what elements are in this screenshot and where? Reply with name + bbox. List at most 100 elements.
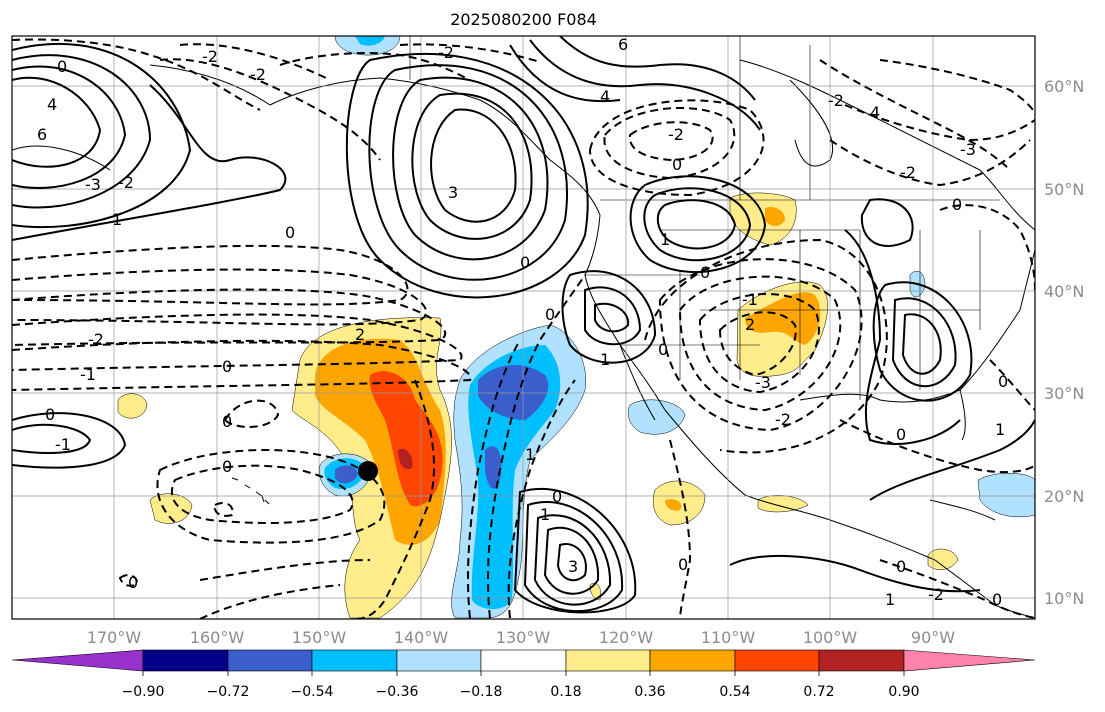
contour-label: 0	[658, 340, 668, 359]
shade-great-lakes-orange	[765, 207, 785, 226]
contour-dashed-southeast	[839, 419, 1035, 474]
contour-dashed-northeast-2	[829, 139, 1031, 187]
contour-dashed-plains-low-5	[644, 238, 888, 454]
contour-hudson-bay-3	[509, 44, 621, 103]
contour-dashed-alaska-2	[179, 43, 331, 81]
contour-midwest-1	[901, 313, 942, 375]
colorbar-tick-label: 0.90	[888, 684, 919, 700]
colorbar-tick-label: 0.72	[803, 684, 834, 700]
coast-east-us	[1019, 249, 1035, 311]
colorbar-segment	[396, 649, 482, 672]
shade-central-pacific-darkred	[398, 448, 413, 470]
contour-label: 2	[745, 315, 755, 334]
contour-label: -2	[668, 125, 684, 144]
colorbar-ticks	[142, 671, 905, 676]
contour-label: 1	[995, 420, 1005, 439]
contour-label: -2	[118, 173, 134, 192]
shade-hawaii-darkblue	[335, 465, 358, 484]
contour-label: -2	[88, 330, 104, 349]
contour-dashed-north-pacific-1	[12, 244, 409, 306]
contour-dashed-plains-low-4	[658, 258, 863, 432]
contour-dashed-canada-low-3	[588, 99, 765, 197]
contour-label: 0	[128, 573, 138, 592]
coast-hudson	[789, 79, 834, 167]
shade-alaska-blue	[355, 36, 385, 46]
shade-central-pacific-red	[369, 371, 443, 507]
contour-dashed-atlantic	[989, 359, 1035, 411]
contour-dashed-northwest	[279, 52, 471, 81]
contour-epac-high-5	[513, 487, 637, 614]
colorbar-high-extension	[903, 649, 1036, 672]
shade-atlantic-lightblue	[977, 473, 1035, 518]
colorbar-segment	[311, 649, 398, 672]
contour-labels: 0 4 6 -3 -2 1 0 -2 -1 0 -1 0 0 2 0 0 -2 …	[37, 35, 1008, 609]
contour-bering-high-5	[12, 84, 287, 241]
contour-label: 0	[222, 412, 232, 431]
colorbar-tick-label: −0.36	[376, 684, 419, 700]
lon-label: 120°W	[599, 628, 654, 647]
contour-dashed-hawaii-low-2	[156, 449, 386, 544]
lon-label: 150°W	[292, 628, 347, 647]
lon-label: 90°W	[911, 628, 955, 647]
contour-montana-low-3	[629, 175, 767, 274]
colorbar-low-extension	[11, 649, 144, 672]
contour-dashed-central-pacific	[354, 379, 435, 619]
contour-gulf-of-alaska-high-1	[430, 108, 517, 223]
contour-label: 6	[618, 35, 628, 54]
lon-label: 100°W	[803, 628, 858, 647]
lat-label: 30°N	[1044, 384, 1084, 403]
lon-label: 160°W	[190, 628, 245, 647]
contour-midwest-3	[872, 281, 973, 402]
contour-south-1	[729, 554, 981, 593]
contour-bering-high-4	[12, 42, 192, 229]
contour-dashed-plains-low-1	[718, 311, 797, 377]
contour-dashed-canada-low-1	[628, 121, 714, 162]
contour-california-1	[594, 302, 630, 333]
contour-label: -3	[85, 175, 101, 194]
contour-dashed-east-pacific-trough-2	[467, 339, 521, 619]
shade-mexico-orange	[665, 499, 682, 511]
contour-dashed-south-pacific	[199, 584, 341, 619]
contour-dashed-north-pacific-2	[12, 268, 427, 326]
latitude-labels: 60°N 50°N 40°N 30°N 20°N 10°N	[1044, 77, 1084, 608]
contour-west-pacific-1	[12, 423, 92, 454]
contour-label: -3	[960, 140, 976, 159]
colorbar-segment	[142, 649, 229, 672]
contour-label: 1	[112, 210, 122, 229]
contour-label: 0	[896, 425, 906, 444]
coast-west-us	[584, 214, 666, 411]
contour-label: 3	[568, 557, 578, 576]
contour-label: 0	[285, 223, 295, 242]
contour-west-pacific-2	[12, 412, 127, 469]
contour-label: 4	[47, 95, 57, 114]
lat-label: 20°N	[1044, 487, 1084, 506]
contour-dashed-northeast-3	[844, 104, 1035, 142]
negative-anomaly-shading	[319, 36, 1035, 619]
colorbar-tick-label: −0.18	[460, 684, 503, 700]
contour-dashed-hawaii-low	[170, 464, 354, 524]
contour-label: 1	[600, 350, 610, 369]
contour-label: 2	[355, 325, 365, 344]
map-frame	[11, 35, 1036, 620]
contour-dashed-loop	[223, 399, 280, 428]
contour-label: -2	[928, 585, 944, 604]
contour-dashed-north-pacific-3	[12, 288, 447, 346]
contour-dashed-north-pacific-4	[12, 313, 463, 371]
shade-eastern-pacific-darkblue-2	[485, 446, 502, 489]
contour-label: 4	[600, 87, 610, 106]
contour-label: 0	[45, 405, 55, 424]
contour-label: 0	[57, 57, 67, 76]
contour-dashed-northeast-1	[819, 59, 1011, 171]
contour-label: 0	[952, 195, 962, 214]
lon-label: 140°W	[394, 628, 449, 647]
contour-dashed-quebec	[879, 59, 1035, 116]
map-background	[12, 36, 1035, 619]
contour-california-2	[584, 286, 642, 346]
contour-dashed-alaska-3	[12, 38, 261, 111]
contour-label: -2	[438, 43, 454, 62]
coast-russia	[12, 145, 111, 171]
contour-dashed-east-pacific-trough-1	[487, 274, 586, 619]
contour-label: 6	[37, 125, 47, 144]
contour-dashed-hawaii-small	[213, 502, 234, 517]
contour-label: 3	[448, 183, 458, 202]
